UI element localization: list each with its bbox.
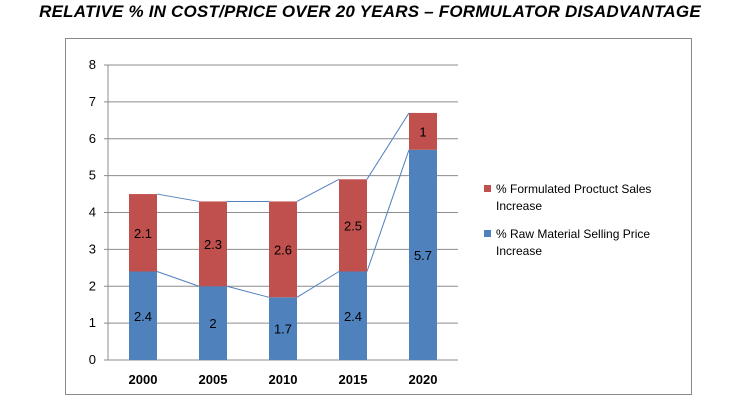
x-tick-label-2020: 2020 bbox=[409, 372, 438, 387]
y-tick-label: 2 bbox=[89, 278, 96, 293]
y-tick-label: 3 bbox=[89, 241, 96, 256]
series-line-raw-material bbox=[226, 285, 270, 298]
series-line-raw-material bbox=[156, 271, 200, 287]
x-tick-label-2010: 2010 bbox=[269, 372, 298, 387]
data-label-raw-material-2010: 1.7 bbox=[274, 322, 292, 337]
y-tick-label: 5 bbox=[89, 168, 96, 183]
data-label-formulated-2015: 2.5 bbox=[344, 218, 362, 233]
bar-raw-material-2015 bbox=[339, 271, 367, 360]
series-line-total bbox=[296, 178, 340, 202]
bar-formulated-2020 bbox=[409, 112, 437, 150]
bar-formulated-2010 bbox=[269, 201, 297, 298]
bar-formulated-2005 bbox=[199, 201, 227, 287]
x-tick-label-2005: 2005 bbox=[199, 372, 228, 387]
series-line-total bbox=[156, 193, 200, 202]
legend-swatch-formulated bbox=[484, 185, 491, 192]
series-line-total bbox=[366, 112, 410, 180]
legend-label-raw-material: % Raw Material Selling Price Increase bbox=[496, 227, 651, 258]
data-label-formulated-2000: 2.1 bbox=[134, 226, 152, 241]
bar-raw-material-2000 bbox=[129, 271, 157, 360]
data-label-raw-material-2000: 2.4 bbox=[134, 309, 152, 324]
bar-raw-material-2010 bbox=[269, 297, 297, 360]
chart-title: RELATIVE % IN COST/PRICE OVER 20 YEARS –… bbox=[39, 2, 701, 21]
bar-formulated-2000 bbox=[129, 194, 157, 272]
y-tick-label: 1 bbox=[89, 315, 96, 330]
legend-label-formulated: % Formulated Proctuct Sales Increase bbox=[496, 182, 652, 213]
y-tick-label: 6 bbox=[89, 131, 96, 146]
data-label-formulated-2005: 2.3 bbox=[204, 237, 222, 252]
data-label-raw-material-2015: 2.4 bbox=[344, 309, 362, 324]
bar-raw-material-2005 bbox=[199, 286, 227, 360]
legend-swatch-raw-material bbox=[484, 230, 491, 237]
x-tick-label-2015: 2015 bbox=[339, 372, 368, 387]
chart-area-border bbox=[65, 38, 692, 395]
data-label-raw-material-2020: 5.7 bbox=[414, 248, 432, 263]
series-line-raw-material bbox=[366, 149, 410, 272]
y-tick-label: 4 bbox=[89, 205, 96, 220]
y-tick-label: 0 bbox=[89, 352, 96, 367]
bar-raw-material-2020 bbox=[409, 149, 437, 360]
y-tick-label: 8 bbox=[89, 57, 96, 72]
series-line-raw-material bbox=[296, 271, 340, 298]
bar-formulated-2015 bbox=[339, 179, 367, 272]
x-tick-label-2000: 2000 bbox=[129, 372, 158, 387]
data-label-raw-material-2005: 2 bbox=[209, 316, 216, 331]
data-label-formulated-2020: 1 bbox=[419, 124, 426, 139]
data-label-formulated-2010: 2.6 bbox=[274, 242, 292, 257]
y-tick-label: 7 bbox=[89, 94, 96, 109]
